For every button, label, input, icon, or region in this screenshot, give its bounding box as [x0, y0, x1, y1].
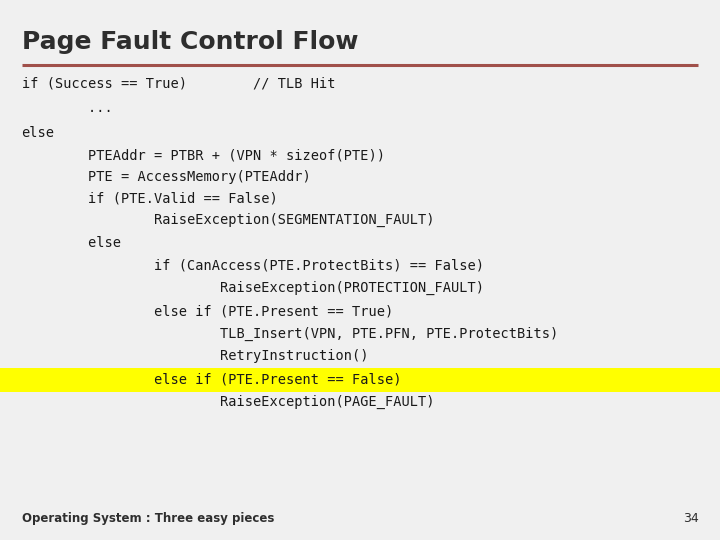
Text: if (CanAccess(PTE.ProtectBits) == False): if (CanAccess(PTE.ProtectBits) == False)	[22, 259, 484, 273]
Text: PTE = AccessMemory(PTEAddr): PTE = AccessMemory(PTEAddr)	[22, 170, 310, 184]
Text: else: else	[22, 236, 121, 250]
Text: RaiseException(PAGE_FAULT): RaiseException(PAGE_FAULT)	[22, 395, 434, 409]
Text: RaiseException(SEGMENTATION_FAULT): RaiseException(SEGMENTATION_FAULT)	[22, 213, 434, 227]
Text: 34: 34	[683, 512, 698, 525]
Text: else if (PTE.Present == False): else if (PTE.Present == False)	[22, 372, 401, 386]
Text: Operating System : Three easy pieces: Operating System : Three easy pieces	[22, 512, 274, 525]
Text: if (Success == True)        // TLB Hit: if (Success == True) // TLB Hit	[22, 77, 335, 91]
Text: ...: ...	[22, 101, 112, 115]
Bar	[0, 368, 720, 392]
Text: if (PTE.Valid == False): if (PTE.Valid == False)	[22, 192, 277, 206]
Text: Page Fault Control Flow: Page Fault Control Flow	[22, 30, 358, 53]
Text: else: else	[22, 126, 55, 140]
Text: PTEAddr = PTBR + (VPN * sizeof(PTE)): PTEAddr = PTBR + (VPN * sizeof(PTE))	[22, 148, 384, 163]
Text: RaiseException(PROTECTION_FAULT): RaiseException(PROTECTION_FAULT)	[22, 281, 484, 295]
Text: else if (PTE.Present == True): else if (PTE.Present == True)	[22, 304, 393, 318]
Text: TLB_Insert(VPN, PTE.PFN, PTE.ProtectBits): TLB_Insert(VPN, PTE.PFN, PTE.ProtectBits…	[22, 327, 558, 341]
Text: RetryInstruction(): RetryInstruction()	[22, 349, 368, 363]
